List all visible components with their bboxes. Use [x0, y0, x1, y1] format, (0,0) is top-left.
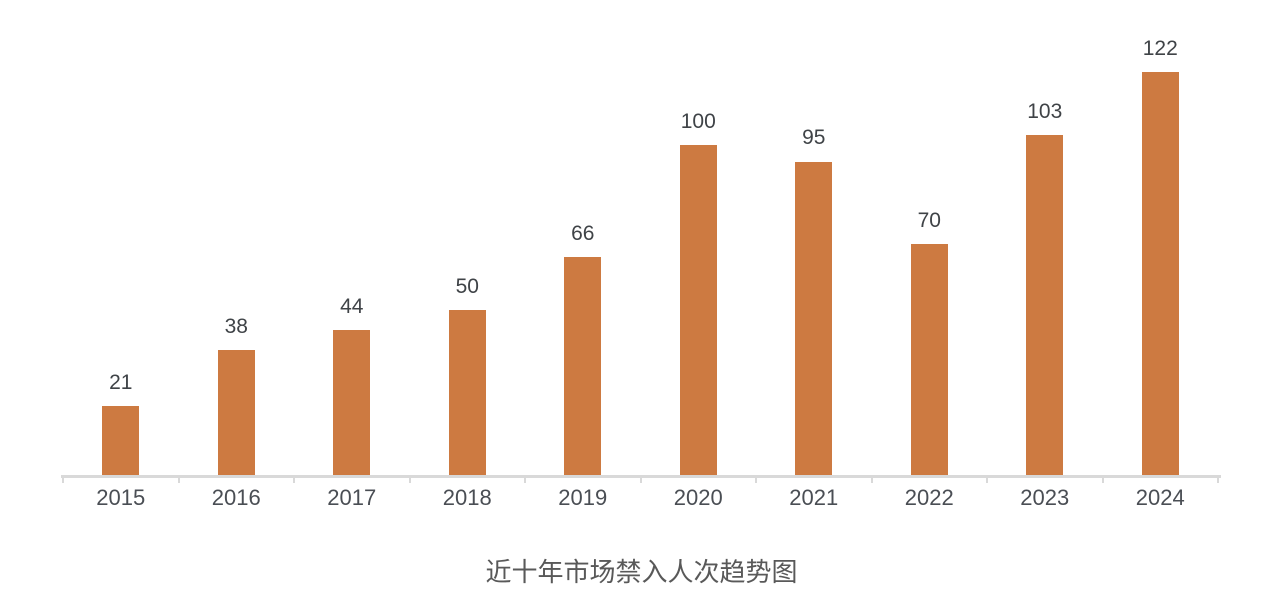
- category-2024: 122 2024: [1103, 0, 1219, 509]
- bar-2016: [217, 349, 255, 475]
- x-tick-label-2019: 2019: [558, 485, 608, 510]
- bar-2021: [795, 161, 833, 475]
- bar-2018: [448, 310, 486, 475]
- x-axis-tick: [986, 475, 988, 483]
- bar-2024: [1141, 72, 1179, 475]
- x-tick-label-2015: 2015: [96, 485, 146, 510]
- x-axis-tick: [1217, 475, 1219, 483]
- category-2023: 103 2023: [987, 0, 1103, 510]
- x-tick-label-2024: 2024: [1135, 485, 1185, 510]
- x-tick-label-2018: 2018: [442, 485, 492, 510]
- chart-title: 近十年市场禁入人次趋势图: [485, 557, 798, 587]
- bar-2020: [679, 145, 717, 475]
- value-label-2022: 70: [917, 208, 941, 232]
- category-2016: 38 2016: [179, 0, 295, 510]
- value-label-2017: 44: [340, 294, 364, 318]
- value-label-2019: 66: [571, 222, 595, 246]
- x-axis-tick: [1101, 475, 1104, 483]
- category-2020: 100 2020: [641, 0, 757, 510]
- value-label-2021: 95: [802, 126, 826, 150]
- plot-area: 21 2015 38 2016 44 2017 50 2018 66 2019 100 2020 95 2…: [61, 0, 1221, 510]
- x-tick-label-2023: 2023: [1020, 485, 1070, 510]
- value-label-2018: 50: [455, 274, 479, 298]
- value-label-2020: 100: [680, 109, 716, 133]
- bar-2017: [333, 329, 371, 475]
- x-axis-tick: [293, 475, 295, 483]
- bar-2015: [102, 405, 140, 475]
- category-2018: 50 2018: [410, 0, 526, 510]
- x-tick-label-2022: 2022: [904, 485, 954, 510]
- x-axis-tick: [870, 475, 873, 483]
- x-axis-tick: [408, 475, 411, 483]
- x-axis-tick: [62, 475, 64, 483]
- bar-2022: [910, 244, 948, 475]
- value-label-2024: 122: [1142, 37, 1178, 61]
- x-tick-label-2020: 2020: [673, 485, 723, 510]
- category-2019: 66 2019: [525, 0, 641, 510]
- x-axis-tick: [524, 475, 526, 483]
- x-axis-tick: [177, 475, 180, 483]
- category-2022: 70 2022: [872, 0, 988, 510]
- x-tick-label-2017: 2017: [327, 485, 377, 510]
- x-axis-tick: [639, 475, 642, 483]
- category-2021: 95 2021: [756, 0, 872, 509]
- value-label-2016: 38: [224, 314, 248, 338]
- x-tick-label-2021: 2021: [789, 485, 839, 510]
- x-tick-label-2016: 2016: [211, 485, 261, 510]
- x-axis-tick: [755, 475, 757, 483]
- bar-2023: [1026, 135, 1064, 475]
- category-2015: 21 2015: [63, 0, 179, 510]
- value-label-2023: 103: [1027, 100, 1063, 124]
- bar-series: 21 2015 38 2016 44 2017 50 2018 66 2019 100 2020 95 2…: [63, 0, 1219, 510]
- bar-2019: [564, 257, 602, 475]
- category-2017: 44 2017: [294, 0, 410, 510]
- value-label-2015: 21: [109, 370, 133, 394]
